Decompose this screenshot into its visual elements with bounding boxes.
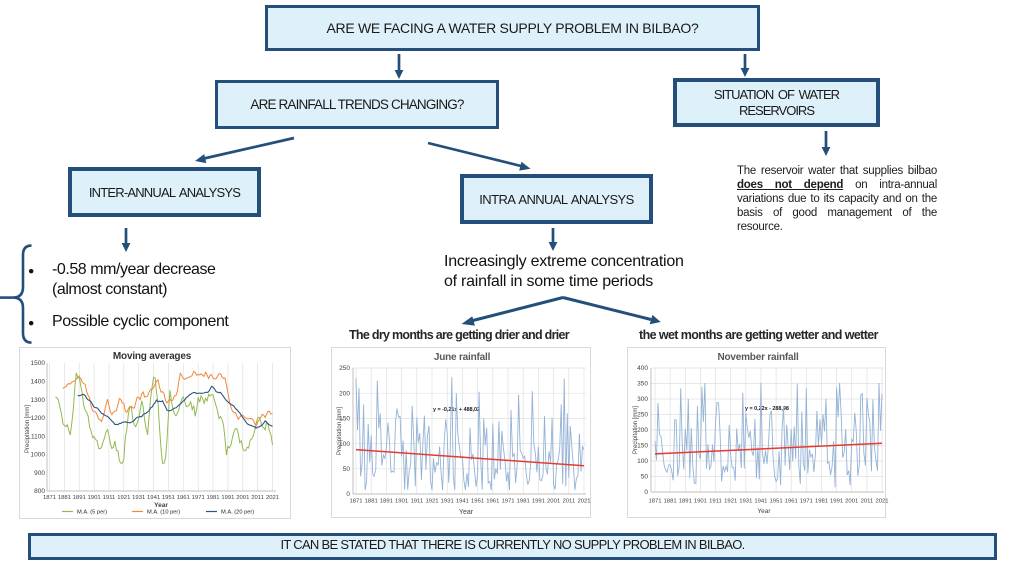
svg-text:1971: 1971 <box>501 499 514 505</box>
svg-text:200: 200 <box>637 427 648 434</box>
svg-text:1951: 1951 <box>162 495 175 501</box>
svg-text:1981: 1981 <box>815 499 828 505</box>
svg-text:1901: 1901 <box>88 495 101 501</box>
svg-text:1881: 1881 <box>58 495 71 501</box>
svg-text:1951: 1951 <box>471 499 484 505</box>
svg-text:800: 800 <box>34 488 45 495</box>
svg-text:250: 250 <box>637 412 648 419</box>
svg-text:100: 100 <box>339 441 350 448</box>
svg-text:1921: 1921 <box>425 499 438 505</box>
svg-text:2001: 2001 <box>547 499 560 505</box>
svg-text:Precipitation [mm]: Precipitation [mm] <box>25 405 31 453</box>
svg-text:1991: 1991 <box>221 495 234 501</box>
svg-text:300: 300 <box>637 396 648 403</box>
svg-text:2021: 2021 <box>266 495 279 501</box>
svg-text:1991: 1991 <box>830 499 843 505</box>
svg-text:1921: 1921 <box>724 499 737 505</box>
svg-text:200: 200 <box>339 390 350 397</box>
svg-text:Precipitation [mm]: Precipitation [mm] <box>337 407 343 455</box>
svg-text:50: 50 <box>641 474 649 481</box>
svg-text:M.A. (10 per): M.A. (10 per) <box>147 510 180 516</box>
svg-text:2001: 2001 <box>236 495 249 501</box>
svg-text:November rainfall: November rainfall <box>717 352 798 363</box>
svg-text:1200: 1200 <box>31 415 46 422</box>
svg-text:1961: 1961 <box>785 499 798 505</box>
svg-text:350: 350 <box>637 381 648 388</box>
svg-text:1931: 1931 <box>132 495 145 501</box>
svg-text:1881: 1881 <box>664 499 677 505</box>
svg-text:1911: 1911 <box>103 495 116 501</box>
svg-text:2021: 2021 <box>577 499 590 505</box>
svg-text:250: 250 <box>339 365 350 372</box>
svg-text:1891: 1891 <box>380 499 393 505</box>
svg-text:1901: 1901 <box>395 499 408 505</box>
svg-text:M.A. (20 per): M.A. (20 per) <box>221 510 254 516</box>
svg-text:2011: 2011 <box>861 499 874 505</box>
svg-text:900: 900 <box>34 470 45 477</box>
svg-text:1400: 1400 <box>31 379 46 386</box>
svg-text:1961: 1961 <box>177 495 190 501</box>
svg-text:Precipitation [mm]: Precipitation [mm] <box>633 406 639 454</box>
svg-text:1951: 1951 <box>770 499 783 505</box>
svg-text:1961: 1961 <box>486 499 499 505</box>
svg-text:June rainfall: June rainfall <box>434 352 491 363</box>
svg-text:2011: 2011 <box>251 495 264 501</box>
svg-text:150: 150 <box>637 443 648 450</box>
svg-text:1991: 1991 <box>532 499 545 505</box>
svg-text:1971: 1971 <box>192 495 205 501</box>
svg-text:1931: 1931 <box>441 499 454 505</box>
svg-text:150: 150 <box>339 416 350 423</box>
svg-text:1000: 1000 <box>31 452 46 459</box>
svg-text:1500: 1500 <box>31 360 46 367</box>
svg-text:Year: Year <box>459 509 474 516</box>
svg-text:1891: 1891 <box>679 499 692 505</box>
svg-text:1981: 1981 <box>517 499 530 505</box>
svg-text:50: 50 <box>343 466 351 473</box>
svg-text:Year: Year <box>757 508 771 515</box>
svg-text:1911: 1911 <box>709 499 722 505</box>
svg-text:Year: Year <box>154 502 168 509</box>
svg-text:100: 100 <box>637 458 648 465</box>
svg-text:Moving averages: Moving averages <box>113 351 192 362</box>
svg-text:1911: 1911 <box>410 499 423 505</box>
svg-text:1941: 1941 <box>456 499 469 505</box>
svg-text:1871: 1871 <box>648 499 661 505</box>
svg-text:1881: 1881 <box>365 499 378 505</box>
svg-text:M.A. (5 per): M.A. (5 per) <box>77 510 107 516</box>
svg-text:1901: 1901 <box>694 499 707 505</box>
svg-text:0: 0 <box>644 489 648 496</box>
svg-text:1921: 1921 <box>117 495 130 501</box>
svg-text:1300: 1300 <box>31 397 46 404</box>
svg-text:1941: 1941 <box>754 499 767 505</box>
svg-text:1871: 1871 <box>43 495 56 501</box>
svg-text:1971: 1971 <box>800 499 813 505</box>
svg-text:y = 0,22x - 288,98: y = 0,22x - 288,98 <box>745 406 789 412</box>
svg-text:1871: 1871 <box>349 499 362 505</box>
svg-text:2001: 2001 <box>845 499 858 505</box>
svg-text:1981: 1981 <box>206 495 219 501</box>
svg-text:1100: 1100 <box>31 433 45 440</box>
svg-text:2021: 2021 <box>875 499 888 505</box>
svg-text:2011: 2011 <box>562 499 575 505</box>
svg-text:0: 0 <box>346 491 350 498</box>
svg-text:400: 400 <box>637 365 648 372</box>
svg-text:1931: 1931 <box>739 499 752 505</box>
svg-text:1941: 1941 <box>147 495 160 501</box>
svg-text:1891: 1891 <box>73 495 86 501</box>
